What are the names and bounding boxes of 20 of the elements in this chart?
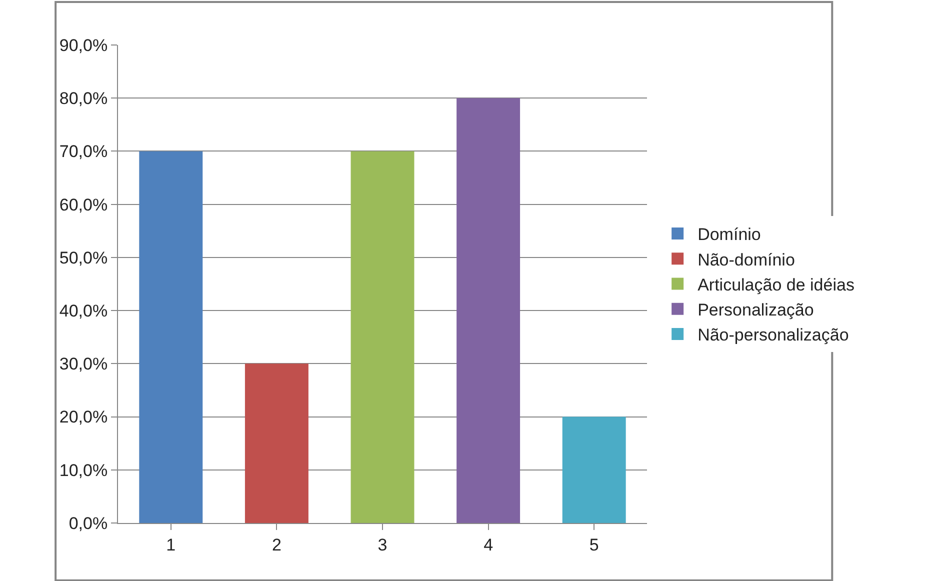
x-tick-label: 1	[166, 535, 176, 554]
y-tick-label: 90,0%	[59, 36, 108, 55]
legend-label: Articulação de idéias	[698, 275, 854, 294]
y-tick-label: 10,0%	[59, 460, 108, 480]
x-tick-label: 3	[378, 535, 388, 554]
x-tick-label: 4	[484, 535, 494, 554]
legend-label: Não-personalização	[698, 326, 849, 345]
legend-label: Personalização	[698, 300, 814, 320]
y-tick-label: 70,0%	[59, 142, 108, 162]
y-tick-label: 20,0%	[59, 408, 108, 427]
x-tick-label: 2	[272, 535, 282, 554]
y-tick-label: 50,0%	[59, 248, 108, 268]
y-tick-label: 0,0%	[68, 514, 108, 533]
y-tick-label: 80,0%	[59, 89, 108, 108]
y-tick-label: 40,0%	[59, 302, 108, 321]
legend-label: Não-domínio	[698, 250, 795, 270]
y-tick-label: 60,0%	[59, 195, 108, 214]
y-tick-label: 30,0%	[59, 354, 108, 374]
x-tick-label: 5	[589, 535, 599, 554]
legend-label: Domínio	[698, 225, 761, 244]
